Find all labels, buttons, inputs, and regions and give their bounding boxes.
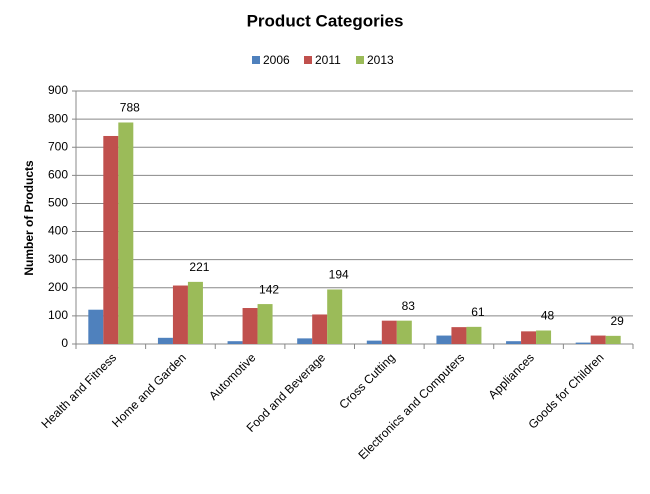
bar xyxy=(506,341,522,344)
data-label: 61 xyxy=(471,305,485,319)
bar xyxy=(118,122,134,345)
y-tick-label: 600 xyxy=(48,168,68,182)
y-axis-title: Number of Products xyxy=(22,160,36,276)
x-tick-label: Goods for Children xyxy=(525,350,606,431)
data-label: 221 xyxy=(189,260,209,274)
y-tick-label: 800 xyxy=(48,111,68,125)
bar xyxy=(88,309,104,344)
data-label: 142 xyxy=(259,282,279,296)
data-label: 788 xyxy=(120,101,140,115)
bar xyxy=(297,338,313,344)
bar xyxy=(172,285,188,344)
bar xyxy=(103,135,119,344)
bar xyxy=(451,327,467,344)
bar xyxy=(536,330,552,344)
y-tick-label: 0 xyxy=(61,336,68,350)
legend-label: 2011 xyxy=(315,53,341,67)
legend-swatch xyxy=(356,56,364,64)
bar xyxy=(157,337,173,344)
x-tick-label: Food and Beverage xyxy=(244,350,329,435)
bar xyxy=(396,320,412,344)
bar xyxy=(366,340,382,344)
bar xyxy=(327,289,343,344)
chart-title: Product Categories xyxy=(247,11,404,30)
bar xyxy=(590,335,606,344)
data-label: 194 xyxy=(329,268,349,282)
bar xyxy=(575,342,591,344)
legend-swatch xyxy=(304,56,312,64)
x-tick-label: Automotive xyxy=(206,350,259,403)
data-label: 48 xyxy=(541,309,555,323)
y-tick-label: 700 xyxy=(48,139,68,153)
bar xyxy=(436,335,452,344)
y-tick-label: 300 xyxy=(48,252,68,266)
bar xyxy=(466,326,482,344)
bar xyxy=(521,331,537,344)
y-tick-label: 200 xyxy=(48,280,68,294)
data-label: 83 xyxy=(402,299,416,313)
bar xyxy=(605,335,621,344)
bar xyxy=(257,304,273,344)
y-tick-label: 900 xyxy=(48,83,68,97)
bar xyxy=(227,341,243,344)
x-tick-label: Health and Fitness xyxy=(39,350,120,431)
y-tick-label: 100 xyxy=(48,308,68,322)
legend-swatch xyxy=(252,56,260,64)
x-tick-label: Home and Garden xyxy=(109,350,189,430)
bar xyxy=(381,320,397,344)
y-tick-label: 500 xyxy=(48,196,68,210)
data-label: 29 xyxy=(611,314,625,328)
x-tick-label: Appliances xyxy=(486,350,537,401)
y-tick-label: 400 xyxy=(48,224,68,238)
legend-label: 2006 xyxy=(263,53,290,67)
bar xyxy=(242,308,258,344)
bar xyxy=(187,281,203,344)
x-tick-label: Cross Cutting xyxy=(336,350,397,411)
bar xyxy=(312,314,328,344)
legend-label: 2013 xyxy=(367,53,394,67)
